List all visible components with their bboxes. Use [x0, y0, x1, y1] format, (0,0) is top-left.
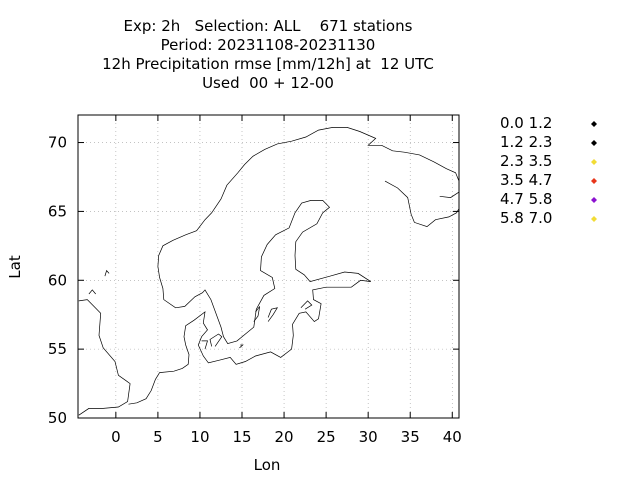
legend-label: 2.3 3.5: [500, 152, 552, 170]
legend-marker: [591, 178, 597, 184]
x-tick-label: 40: [443, 428, 462, 446]
coastline: [439, 191, 460, 198]
chart-title-block: Exp: 2h Selection: ALL 671 stations Peri…: [0, 17, 536, 93]
coastline: [201, 340, 208, 350]
legend-label: 4.7 5.8: [500, 190, 552, 208]
x-tick-label: 20: [275, 428, 294, 446]
legend-label: 0.0 1.2: [500, 114, 552, 132]
data-points: [90, 0, 449, 412]
y-axis-label: Lat: [6, 255, 24, 279]
legend: 0.0 1.21.2 2.32.3 3.53.5 4.74.7 5.85.8 7…: [500, 114, 597, 227]
legend-marker: [591, 159, 597, 165]
coastline-map: [78, 127, 460, 416]
x-axis-label: Lon: [254, 456, 281, 474]
legend-marker: [591, 121, 597, 127]
gridlines: [78, 115, 459, 419]
legend-marker: [591, 197, 597, 203]
plot-frame: [77, 114, 460, 419]
coastline: [78, 299, 131, 416]
x-tick-label: 30: [359, 428, 378, 446]
legend-label: 3.5 4.7: [500, 171, 552, 189]
x-tick-label: 35: [401, 428, 420, 446]
coastline: [88, 289, 96, 295]
coastline: [384, 180, 460, 227]
coastline: [267, 307, 279, 322]
coastline: [239, 344, 244, 349]
x-ticks: 0 5 10 15 20 25 30 35 40: [111, 115, 462, 446]
coastline: [128, 127, 460, 405]
legend-label: 5.8 7.0: [500, 209, 552, 227]
coastline: [253, 306, 261, 322]
chart-title: 12h Precipitation rmse [mm/12h] at 12 UT…: [102, 55, 434, 73]
legend-marker: [591, 140, 597, 146]
coastline: [209, 333, 223, 347]
y-tick-label: 65: [48, 202, 67, 220]
legend-label: 1.2 2.3: [500, 133, 552, 151]
header-line-2: Period: 20231108-20231130: [160, 36, 376, 54]
coastline: [300, 300, 313, 310]
x-tick-label: 0: [111, 428, 121, 446]
x-tick-label: 15: [232, 428, 251, 446]
y-tick-label: 55: [48, 340, 67, 358]
header-line-4: Used 00 + 12-00: [202, 74, 334, 92]
x-tick-label: 25: [317, 428, 336, 446]
y-tick-label: 50: [48, 409, 67, 427]
x-tick-label: 5: [153, 428, 163, 446]
coastline: [104, 269, 110, 277]
legend-marker: [591, 216, 597, 222]
y-tick-label: 70: [48, 134, 67, 152]
header-line-1: Exp: 2h Selection: ALL 671 stations: [123, 17, 413, 35]
x-tick-label: 10: [190, 428, 209, 446]
y-ticks: 50 55 60 65 70: [48, 134, 459, 427]
y-tick-label: 60: [48, 271, 67, 289]
